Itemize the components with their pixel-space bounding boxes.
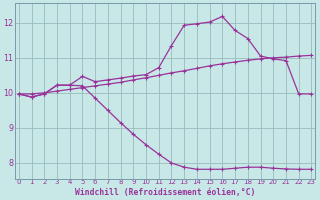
X-axis label: Windchill (Refroidissement éolien,°C): Windchill (Refroidissement éolien,°C) xyxy=(75,188,255,197)
